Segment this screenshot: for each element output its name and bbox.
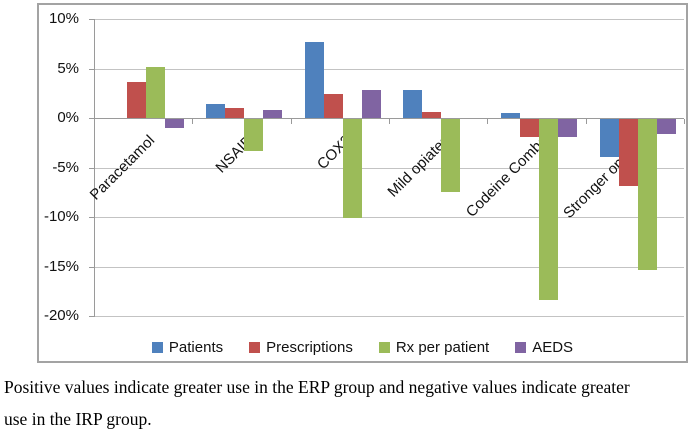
y-axis-tick-mark xyxy=(89,19,94,20)
legend-swatch-rx-per-patient xyxy=(378,342,390,353)
category-tick-mark xyxy=(585,119,587,124)
legend-swatch-prescriptions xyxy=(249,342,261,353)
y-axis-tick-mark xyxy=(89,68,94,70)
figure-caption: Positive values indicate greater use in … xyxy=(4,371,698,435)
y-axis-line xyxy=(94,19,95,317)
bar-patients-codeine-combo xyxy=(501,113,521,118)
bar-rx-per-patient-codeine-combo xyxy=(539,119,559,301)
y-axis-tick-mark xyxy=(89,167,94,169)
bar-prescriptions-nsaid xyxy=(225,108,245,118)
bar-rx-per-patient-nsaid xyxy=(244,119,264,151)
gridline-5% xyxy=(94,68,684,70)
bar-aeds-cox2 xyxy=(361,90,381,118)
legend-label: Prescriptions xyxy=(266,339,353,356)
bar-prescriptions-paracetamol xyxy=(127,82,146,118)
legend-label: Rx per patient xyxy=(395,339,490,356)
bar-rx-per-patient-paracetamol xyxy=(146,66,165,118)
gridline-10% xyxy=(94,19,684,20)
bar-patients-mild-opiates xyxy=(402,90,422,118)
y-axis-tick-label: 0% xyxy=(57,109,79,126)
bar-patients-stronger-opiates xyxy=(599,119,619,157)
bar-patients-cox2 xyxy=(304,41,324,118)
legend-label: AEDS xyxy=(532,339,574,356)
gridline--15% xyxy=(94,266,684,268)
legend-label: Patients xyxy=(168,339,224,356)
chart-legend: Patients Prescriptions Rx per patient AEDS xyxy=(39,339,686,356)
caption-line-2: use in the IRP group. xyxy=(4,409,152,429)
category-tick-mark xyxy=(487,119,489,124)
bar-prescriptions-codeine-combo xyxy=(520,119,540,137)
y-axis-tick-label: -10% xyxy=(43,208,79,225)
y-axis-tick-label: -5% xyxy=(52,158,79,176)
bar-rx-per-patient-cox2 xyxy=(342,119,362,218)
gridline-0% xyxy=(94,118,684,119)
y-axis-tick-label: 5% xyxy=(57,59,79,77)
category-tick-mark xyxy=(192,119,194,124)
bar-rx-per-patient-mild-opiates xyxy=(440,119,460,193)
bar-rx-per-patient-stronger-opiates xyxy=(637,119,657,271)
y-axis-tick-label: -15% xyxy=(43,257,79,275)
y-axis-tick-mark xyxy=(89,266,94,268)
category-tick-mark xyxy=(388,119,390,124)
gridline--10% xyxy=(94,217,684,218)
category-label-codeine-combo: Codeine Combo xyxy=(462,132,552,221)
y-axis-tick-mark xyxy=(89,118,94,119)
bar-prescriptions-cox2 xyxy=(323,94,343,118)
legend-item-aeds: AEDS xyxy=(515,339,573,356)
y-axis-tick-label: 10% xyxy=(48,10,79,27)
gridline--5% xyxy=(94,167,684,169)
bar-prescriptions-stronger-opiates xyxy=(618,119,638,187)
bar-aeds-codeine-combo xyxy=(558,119,578,137)
legend-item-patients: Patients xyxy=(151,339,224,356)
legend-item-prescriptions: Prescriptions xyxy=(249,339,353,356)
y-axis-tick-label: -20% xyxy=(43,307,79,324)
category-tick-mark xyxy=(290,119,292,124)
bar-aeds-nsaid xyxy=(263,110,283,118)
bar-prescriptions-mild-opiates xyxy=(421,112,441,118)
y-axis-tick-mark xyxy=(89,316,94,317)
caption-line-1: Positive values indicate greater use in … xyxy=(4,377,630,397)
gridline--20% xyxy=(94,316,684,317)
y-axis-tick-mark xyxy=(89,217,94,218)
bar-patients-nsaid xyxy=(206,104,226,118)
category-tick-mark xyxy=(683,119,685,124)
legend-swatch-patients xyxy=(151,342,163,353)
legend-swatch-aeds xyxy=(515,342,527,353)
bar-aeds-paracetamol xyxy=(165,119,184,128)
bar-chart: Patients Prescriptions Rx per patient AEDS … xyxy=(37,3,688,363)
bar-aeds-stronger-opiates xyxy=(656,119,676,134)
legend-item-rx-per-patient: Rx per patient xyxy=(378,339,490,356)
